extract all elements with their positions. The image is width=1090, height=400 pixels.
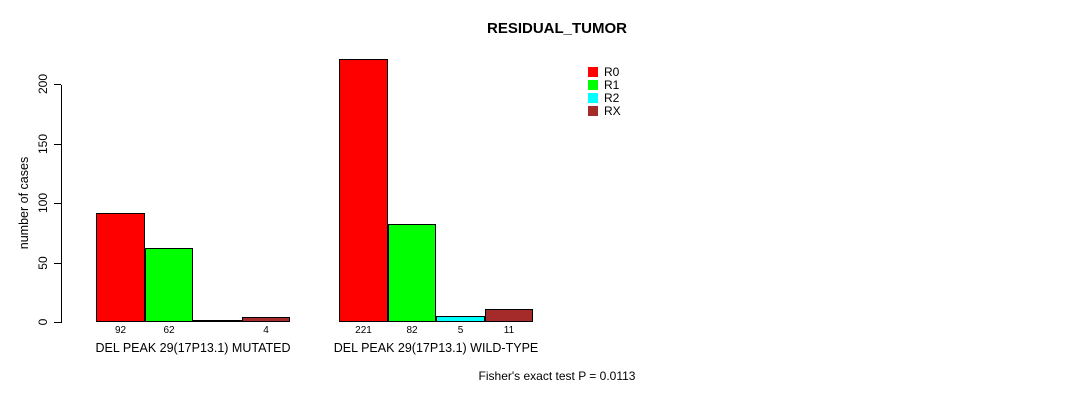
bar-r1-group1 bbox=[145, 248, 193, 322]
y-tick bbox=[54, 263, 61, 264]
y-tick-label: 0 bbox=[36, 318, 50, 326]
bar-value-label: 221 bbox=[355, 325, 372, 336]
bar-r0-group1 bbox=[96, 213, 145, 322]
bar-value-label: 4 bbox=[263, 325, 269, 336]
bar-rx-group1 bbox=[242, 317, 290, 322]
y-tick-label: 100 bbox=[36, 192, 50, 214]
legend-swatch-r0 bbox=[588, 67, 598, 77]
y-tick bbox=[54, 322, 61, 323]
legend-label-r0: R0 bbox=[604, 65, 620, 79]
bar-r1-group2 bbox=[388, 224, 436, 322]
legend-swatch-rx bbox=[588, 106, 598, 116]
bar-rx-group2 bbox=[485, 309, 533, 322]
bar-value-label: 82 bbox=[406, 325, 418, 336]
y-tick-label: 150 bbox=[36, 133, 50, 155]
legend-item-r1: R1 bbox=[588, 79, 648, 92]
bar-r0-group2 bbox=[339, 59, 388, 322]
y-axis-line bbox=[61, 85, 62, 323]
legend-item-r2: R2 bbox=[588, 92, 648, 105]
bar-value-label: 5 bbox=[457, 325, 464, 336]
legend-swatch-r1 bbox=[588, 80, 598, 90]
legend-label-r1: R1 bbox=[604, 78, 620, 92]
y-axis-title: number of cases bbox=[17, 156, 31, 250]
legend-swatch-r2 bbox=[588, 93, 598, 103]
bar-value-label: 11 bbox=[503, 325, 515, 336]
bar-value-label: 62 bbox=[163, 325, 175, 336]
y-tick bbox=[54, 144, 61, 145]
y-tick bbox=[54, 84, 61, 85]
bar-r2-group2 bbox=[436, 316, 485, 322]
annotation-text: Fisher's exact test P = 0.0113 bbox=[478, 369, 636, 383]
chart-title: RESIDUAL_TUMOR bbox=[486, 20, 628, 37]
legend-label-r2: R2 bbox=[604, 91, 620, 105]
bar-r2-group1 bbox=[193, 320, 242, 322]
bar-value-label: 92 bbox=[114, 325, 127, 336]
legend-item-r0: R0 bbox=[588, 66, 648, 79]
legend-label-rx: RX bbox=[604, 104, 621, 118]
y-tick bbox=[54, 203, 61, 204]
legend-item-rx: RX bbox=[588, 105, 648, 118]
y-tick-label: 50 bbox=[36, 256, 50, 270]
y-tick-label: 200 bbox=[36, 73, 50, 95]
category-label-group1: DEL PEAK 29(17P13.1) MUTATED bbox=[95, 341, 291, 355]
category-label-group2: DEL PEAK 29(17P13.1) WILD-TYPE bbox=[333, 341, 539, 355]
